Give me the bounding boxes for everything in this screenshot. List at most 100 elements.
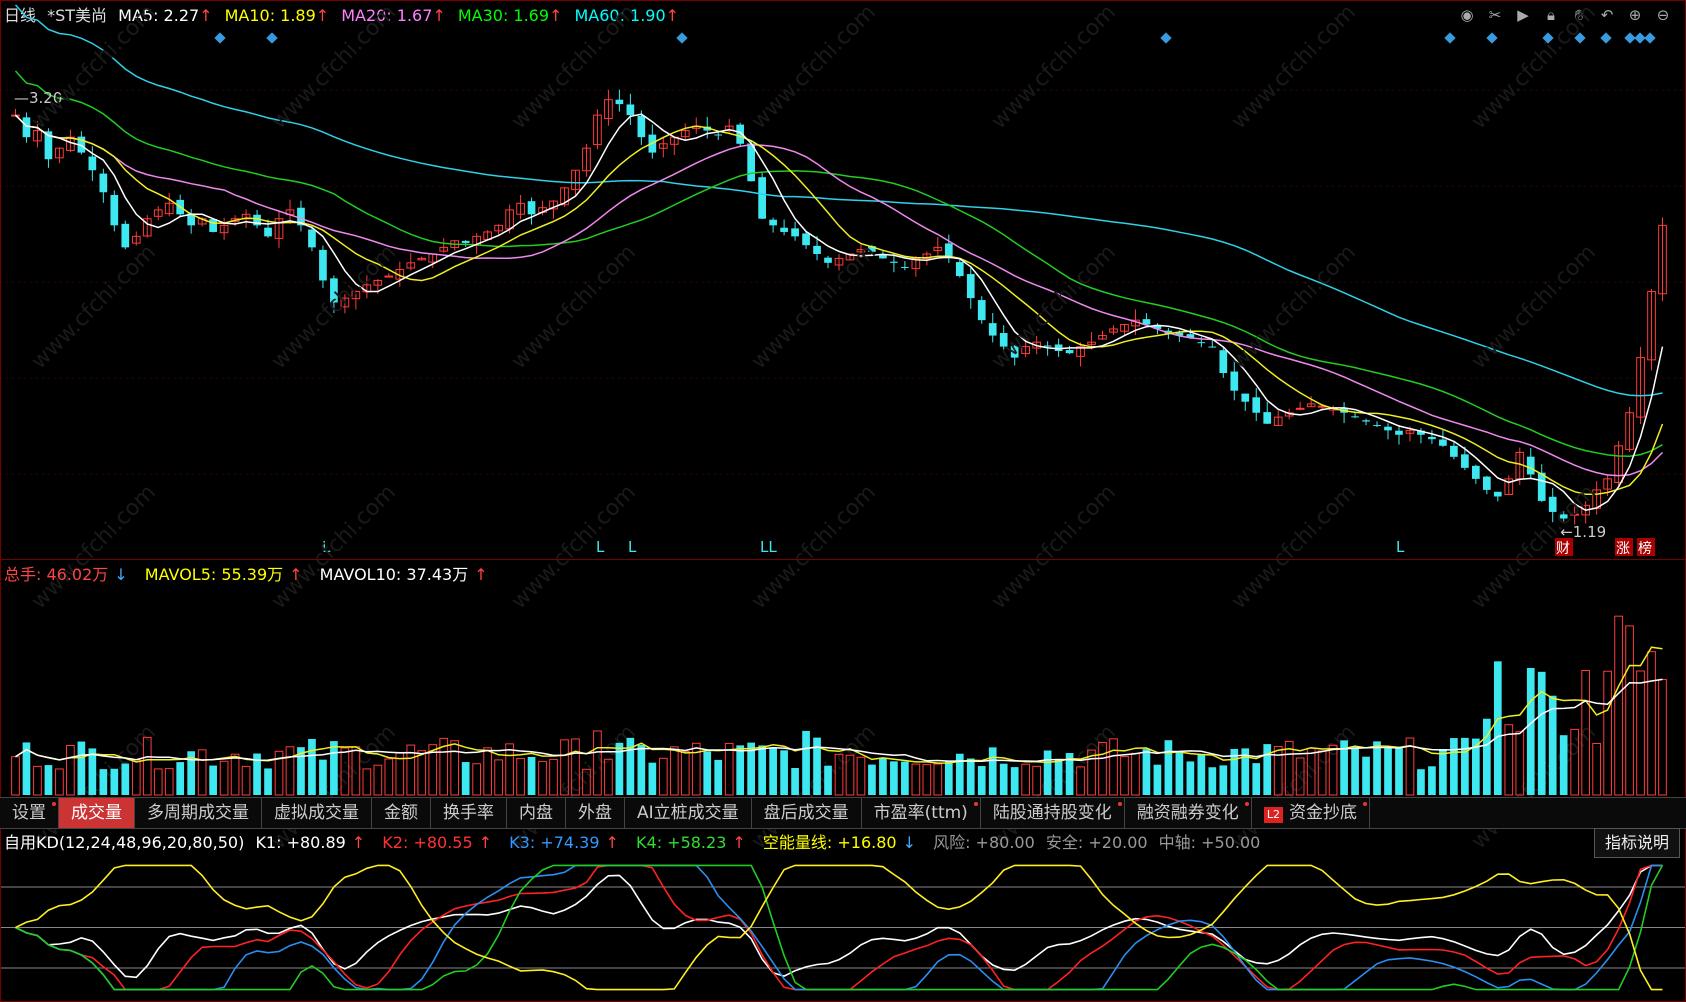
volume-bar [680,750,690,796]
mavol5-label: MAVOL5: 55.39万 ↑ [144,565,303,584]
candle-body [1142,319,1151,325]
kd-energy-line [15,864,1663,991]
undo-icon[interactable]: ↶ [1600,6,1614,24]
tab-7[interactable]: 外盘 [566,798,625,828]
ma-legend-item: MA30: 1.69↑ [457,6,563,25]
tab-label: 外盘 [578,803,612,823]
candle-body [439,246,449,252]
candle-body [571,169,580,191]
volume-bar [1373,741,1381,795]
candle-body [22,117,31,138]
candle-body [1065,350,1074,354]
tab-0[interactable]: 设置 [0,798,59,828]
candle-body [593,114,602,146]
volume-bar [319,759,327,795]
volume-bar [1197,753,1206,795]
watermark: www.cfchi.com [1227,0,1361,134]
candle-body [153,209,163,217]
period-label[interactable]: 日线 [4,6,37,25]
volume-bar [780,750,788,795]
eye-icon[interactable]: ◉ [1460,6,1474,24]
volume-bar [384,758,394,796]
volume-bar [44,765,53,795]
play-icon[interactable]: ▶ [1517,6,1529,24]
tab-11[interactable]: 陆股通持股变化 [981,798,1125,828]
candle-body [1087,341,1096,345]
high-price-label: —3.20 [14,89,62,107]
tab-4[interactable]: 金额 [372,798,431,828]
candle-body [88,156,97,171]
volume-bar [604,758,613,796]
tab-label: 盘后成交量 [763,803,849,823]
volume-bar [769,747,777,795]
tab-13[interactable]: L2 资金抄底 [1252,798,1370,828]
volume-bar [977,766,986,795]
candle-body [901,266,909,268]
volume-bar [1559,735,1568,795]
tab-6[interactable]: 内盘 [507,798,566,828]
candle-body [516,202,525,215]
volume-bar [1647,651,1656,796]
zoom-in-icon[interactable]: ⊕ [1628,6,1642,24]
candle-body [1054,344,1063,351]
volume-bar [868,764,876,795]
tab-label: 内盘 [519,803,553,823]
event-diamond [1644,32,1656,44]
volume-bar [1120,755,1129,796]
candle-body [1548,496,1557,512]
candle-body [1362,420,1370,422]
ma20-line [14,114,1664,477]
candle-body [714,134,723,136]
tab-10[interactable]: 市盈率(ttm) [862,798,981,828]
volume-bar [209,765,217,795]
volume-bar [1548,695,1557,795]
volume-bar [483,747,492,796]
volume-bar [1328,744,1338,796]
volume-bar [77,741,86,795]
tab-1[interactable]: 成交量 [59,798,135,828]
candle-body [615,99,624,105]
scissors-icon[interactable]: ✂ [1488,6,1502,24]
kd-k4: K4: +58.23 ↑ [636,833,746,852]
candle-body [417,257,427,261]
candle-body [747,143,756,182]
tab-label: 换手率 [443,803,494,823]
volume-bar [1428,766,1436,795]
tab-9[interactable]: 盘后成交量 [752,798,862,828]
volume-bar [110,768,119,795]
tab-12[interactable]: 融资融券变化 [1125,798,1252,828]
volume-bar [1493,661,1502,795]
volume-bar [845,754,855,796]
zoom-out-icon[interactable]: ⊖ [1656,6,1670,24]
tab-5[interactable]: 换手率 [431,798,507,828]
watermark: www.cfchi.com [507,480,641,614]
watermark: www.cfchi.com [27,0,161,134]
kd-header: 自用KD(12,24,48,96,20,80,50) K1: +80.89 ↑ K… [4,831,1266,855]
candle-body [988,323,997,336]
candle-body [1010,345,1019,358]
candle-body [966,274,975,299]
candle-body [1526,456,1535,475]
hand-icon[interactable]: ✋︎ [1574,6,1584,24]
tab-3[interactable]: 虚拟成交量 [262,798,372,828]
event-diamond [1634,32,1646,44]
volume-bar [362,768,372,796]
candle-body [1263,412,1272,424]
kd-safe: 安全: +20.00 [1045,833,1148,852]
candle-body [308,229,316,248]
tab-label: 虚拟成交量 [274,803,359,823]
lock-icon[interactable]: 🔒︎ [1547,6,1555,24]
tab-8[interactable]: AI立桩成交量 [625,798,752,828]
candle-body [77,136,86,153]
watermark: www.cfchi.com [507,0,641,134]
indicator-help-button[interactable]: 指标说明 [1593,828,1680,858]
candle-body [1636,357,1645,418]
candle-body [1241,393,1250,402]
volume-bar [1043,750,1052,795]
candle-body [1252,397,1261,413]
event-diamond [266,32,278,44]
tab-2[interactable]: 多周期成交量 [135,798,262,828]
volume-bar [308,738,316,795]
volume-bar [285,746,295,796]
